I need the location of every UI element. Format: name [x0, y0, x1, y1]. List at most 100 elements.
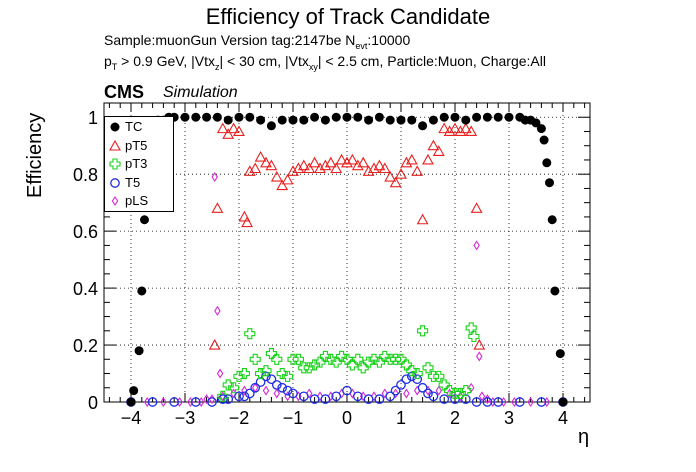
data-point-pt5 — [357, 156, 370, 168]
data-point-tc — [266, 121, 276, 131]
data-point-t5 — [412, 374, 423, 385]
legend-marker-t5 — [110, 177, 120, 188]
data-point-pt3 — [341, 353, 353, 365]
cuts-info-subscript: T — [111, 62, 118, 72]
data-point-pt5 — [395, 168, 407, 179]
data-point-tc — [439, 112, 449, 122]
x-tick-label: 3 — [504, 408, 514, 428]
data-point-pls — [435, 385, 443, 396]
cms-label: CMS — [104, 82, 144, 102]
data-point-tc — [545, 178, 554, 188]
data-point-t5 — [439, 394, 450, 405]
cuts-info-part: > 0.9 GeV, |Vtx — [117, 53, 215, 69]
data-point-pt3 — [330, 356, 342, 368]
data-point-pt3 — [244, 328, 256, 340]
cuts-info-part: | < 2.5 cm, Particle:Muon, Charge:All — [317, 53, 546, 69]
data-point-t5 — [417, 382, 428, 393]
data-point-tc — [555, 349, 565, 359]
cuts-info-line: pT > 0.9 GeV, |Vtxz| < 30 cm, |Vtxxy| < … — [104, 53, 546, 72]
data-point-t5 — [482, 397, 493, 407]
y-tick-label: 0.8 — [73, 165, 98, 185]
data-point-tc — [140, 215, 149, 225]
y-tick-label: 0.4 — [73, 279, 98, 299]
data-point-tc — [539, 135, 549, 145]
data-point-tc — [320, 115, 330, 125]
data-point-pt5 — [208, 338, 221, 350]
data-point-t5 — [266, 374, 277, 385]
x-axis-label: η — [578, 426, 590, 448]
legend-label: pT3 — [125, 156, 148, 171]
data-point-pt5 — [443, 125, 456, 137]
data-point-pt5 — [389, 176, 402, 188]
data-point-tc — [493, 112, 503, 122]
data-point-tc — [536, 124, 546, 134]
data-point-pt5 — [292, 162, 305, 174]
data-point-pt3 — [433, 370, 445, 382]
data-point-pls — [392, 388, 399, 399]
data-point-t5 — [250, 382, 261, 393]
simulation-label: Simulation — [163, 84, 238, 101]
legend-label: T5 — [125, 174, 141, 190]
data-point-t5 — [288, 388, 298, 399]
data-point-pls — [262, 385, 270, 396]
x-tick-label: 1 — [396, 408, 406, 428]
data-point-t5 — [244, 388, 255, 399]
data-point-tc — [310, 112, 320, 122]
data-point-pt3 — [352, 353, 364, 365]
data-point-tc — [191, 112, 201, 122]
data-point-pt5 — [227, 122, 240, 134]
data-point-t5 — [277, 382, 288, 393]
data-point-pt3 — [255, 367, 267, 380]
tick-labels: −4 −3 −2 −1 0 1 2 3 4 0 0.2 0.4 0.6 0.8 1 — [73, 108, 568, 428]
data-point-pt5 — [241, 216, 254, 228]
data-point-pt5 — [438, 122, 451, 134]
cuts-info-part: p — [104, 53, 112, 69]
data-point-t5 — [342, 385, 352, 396]
data-point-pls — [241, 385, 248, 396]
y-tick-label: 0.2 — [73, 336, 98, 356]
legend-item-pls: pLS — [105, 192, 175, 211]
sample-info-text: Sample:muonGun Version tag:2147be N — [104, 32, 356, 48]
data-point-tc — [558, 397, 568, 407]
data-point-pt5 — [287, 165, 299, 176]
data-point-pls — [273, 388, 281, 399]
legend-item-t5: T5 — [105, 174, 175, 193]
data-point-tc — [542, 158, 552, 168]
data-point-pt5 — [473, 338, 486, 350]
data-point-t5 — [309, 394, 320, 405]
data-point-pt5 — [238, 210, 251, 222]
cuts-info-subscript: xy — [308, 62, 318, 72]
legend-marker-shape — [109, 158, 121, 170]
data-point-tc — [504, 112, 514, 122]
data-point-pt5 — [411, 165, 424, 176]
sample-info-line: Sample:muonGun Version tag:2147be Nevt:1… — [104, 32, 410, 51]
x-tick-label: −3 — [175, 408, 196, 428]
legend-label: pLS — [125, 193, 149, 208]
data-point-pt3 — [260, 365, 272, 377]
data-point-pls — [214, 305, 221, 316]
data-point-tc — [202, 112, 212, 122]
data-point-pt3 — [249, 353, 261, 365]
data-point-t5 — [471, 397, 482, 407]
data-point-pt3 — [454, 387, 466, 400]
data-point-pt3 — [233, 370, 245, 382]
data-point-t5 — [320, 394, 331, 405]
data-point-t5 — [207, 397, 217, 407]
data-point-tc — [342, 112, 352, 122]
data-point-tc — [129, 386, 139, 396]
data-point-pt5 — [384, 170, 397, 182]
data-point-pt5 — [260, 156, 272, 168]
data-point-pt5 — [216, 122, 229, 134]
series-pt5 — [208, 122, 486, 350]
data-point-pt3 — [346, 359, 358, 371]
data-point-pt5 — [265, 159, 278, 171]
data-point-t5 — [298, 391, 309, 402]
data-point-pt3 — [314, 356, 326, 368]
data-point-tc — [482, 112, 492, 122]
data-point-pt5 — [233, 125, 245, 137]
data-point-tc — [299, 115, 309, 125]
data-point-tc — [288, 115, 298, 125]
data-point-tc — [126, 397, 136, 407]
legend-marker-tc — [110, 122, 120, 132]
data-point-tc — [180, 112, 190, 122]
